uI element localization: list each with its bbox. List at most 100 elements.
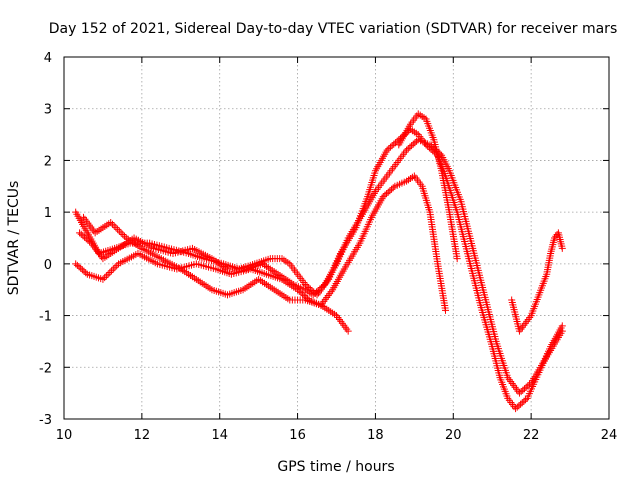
data-point xyxy=(406,143,414,151)
x-tick-label: 20 xyxy=(445,428,462,443)
x-tick-label: 14 xyxy=(211,428,228,443)
data-point xyxy=(72,260,80,268)
data-point xyxy=(512,405,520,413)
data-point xyxy=(106,268,114,276)
data-point xyxy=(513,403,521,411)
y-tick-label: -3 xyxy=(39,413,52,428)
data-point xyxy=(101,274,109,282)
data-point xyxy=(517,400,525,408)
data-point xyxy=(108,220,116,228)
data-point xyxy=(121,232,129,240)
grid-lines xyxy=(64,57,609,419)
data-point xyxy=(77,230,85,238)
data-point xyxy=(386,187,394,195)
series-track-1 xyxy=(72,125,566,413)
data-point xyxy=(515,389,523,397)
data-point xyxy=(314,286,322,294)
data-point xyxy=(520,397,528,405)
data-point xyxy=(312,288,320,296)
data-points xyxy=(72,110,566,413)
y-tick-label: -2 xyxy=(39,361,52,376)
x-tick-label: 10 xyxy=(56,428,73,443)
y-tick-label: 2 xyxy=(44,154,52,169)
x-tick-label: 24 xyxy=(601,428,618,443)
data-point xyxy=(300,292,308,300)
data-point xyxy=(109,265,117,273)
data-point xyxy=(117,229,125,237)
data-point xyxy=(386,143,394,151)
data-point xyxy=(84,236,92,244)
data-point xyxy=(390,140,398,148)
data-point xyxy=(319,282,327,290)
data-point xyxy=(453,255,461,263)
data-point xyxy=(524,382,532,390)
data-point xyxy=(519,386,527,394)
data-point xyxy=(86,238,94,246)
data-point xyxy=(411,139,419,147)
y-tick-label: 0 xyxy=(44,258,52,273)
data-point xyxy=(344,327,352,335)
data-point xyxy=(316,285,324,293)
data-point xyxy=(302,293,310,301)
data-point xyxy=(311,289,319,297)
data-point xyxy=(383,190,391,198)
data-point xyxy=(77,264,85,272)
data-point xyxy=(75,263,83,271)
data-point xyxy=(82,235,90,243)
data-point xyxy=(515,402,523,410)
data-point xyxy=(82,269,90,277)
data-point xyxy=(522,396,530,404)
data-point xyxy=(404,145,412,153)
data-point xyxy=(110,222,118,230)
x-tick-label: 16 xyxy=(289,428,306,443)
data-point xyxy=(102,272,110,280)
series-track-6 xyxy=(508,229,566,335)
data-point xyxy=(119,231,127,239)
chart-title: Day 152 of 2021, Sidereal Day-to-day VTE… xyxy=(49,21,617,37)
data-point xyxy=(309,291,317,299)
data-point xyxy=(78,266,86,274)
data-point xyxy=(558,327,566,335)
data-point xyxy=(517,388,525,396)
plot-frame xyxy=(63,56,610,420)
data-point xyxy=(383,146,391,154)
data-point xyxy=(113,262,121,270)
series-track-4 xyxy=(79,213,352,335)
data-point xyxy=(388,142,396,150)
x-tick-label: 22 xyxy=(523,428,540,443)
data-point xyxy=(385,145,393,153)
data-point xyxy=(389,184,397,192)
data-point xyxy=(403,146,411,154)
y-tick-label: 3 xyxy=(44,103,52,118)
data-point xyxy=(317,283,325,291)
x-axis-title: GPS time / hours xyxy=(277,459,394,475)
data-point xyxy=(522,383,530,391)
x-tick-label: 12 xyxy=(134,428,151,443)
data-point xyxy=(73,261,81,269)
y-axis-title: SDTVAR / TECUs xyxy=(6,181,22,296)
data-point xyxy=(518,399,526,407)
data-point xyxy=(79,232,87,240)
data-point xyxy=(76,229,84,237)
data-point xyxy=(442,306,449,314)
data-point xyxy=(520,385,528,393)
y-tick-label: 1 xyxy=(44,206,52,221)
series-track-2 xyxy=(76,136,566,397)
data-point xyxy=(108,267,116,275)
data-point xyxy=(107,218,115,226)
data-point xyxy=(104,270,112,278)
data-point xyxy=(381,191,389,199)
data-point xyxy=(99,275,107,283)
data-point xyxy=(409,140,417,148)
y-tick-label: -1 xyxy=(39,310,52,325)
data-point xyxy=(408,142,416,150)
data-point xyxy=(388,185,396,193)
data-point xyxy=(379,193,387,201)
data-point xyxy=(112,224,120,232)
y-tick-label: 4 xyxy=(44,51,52,66)
data-point xyxy=(297,289,305,297)
data-point xyxy=(111,263,119,271)
data-point xyxy=(558,244,566,252)
